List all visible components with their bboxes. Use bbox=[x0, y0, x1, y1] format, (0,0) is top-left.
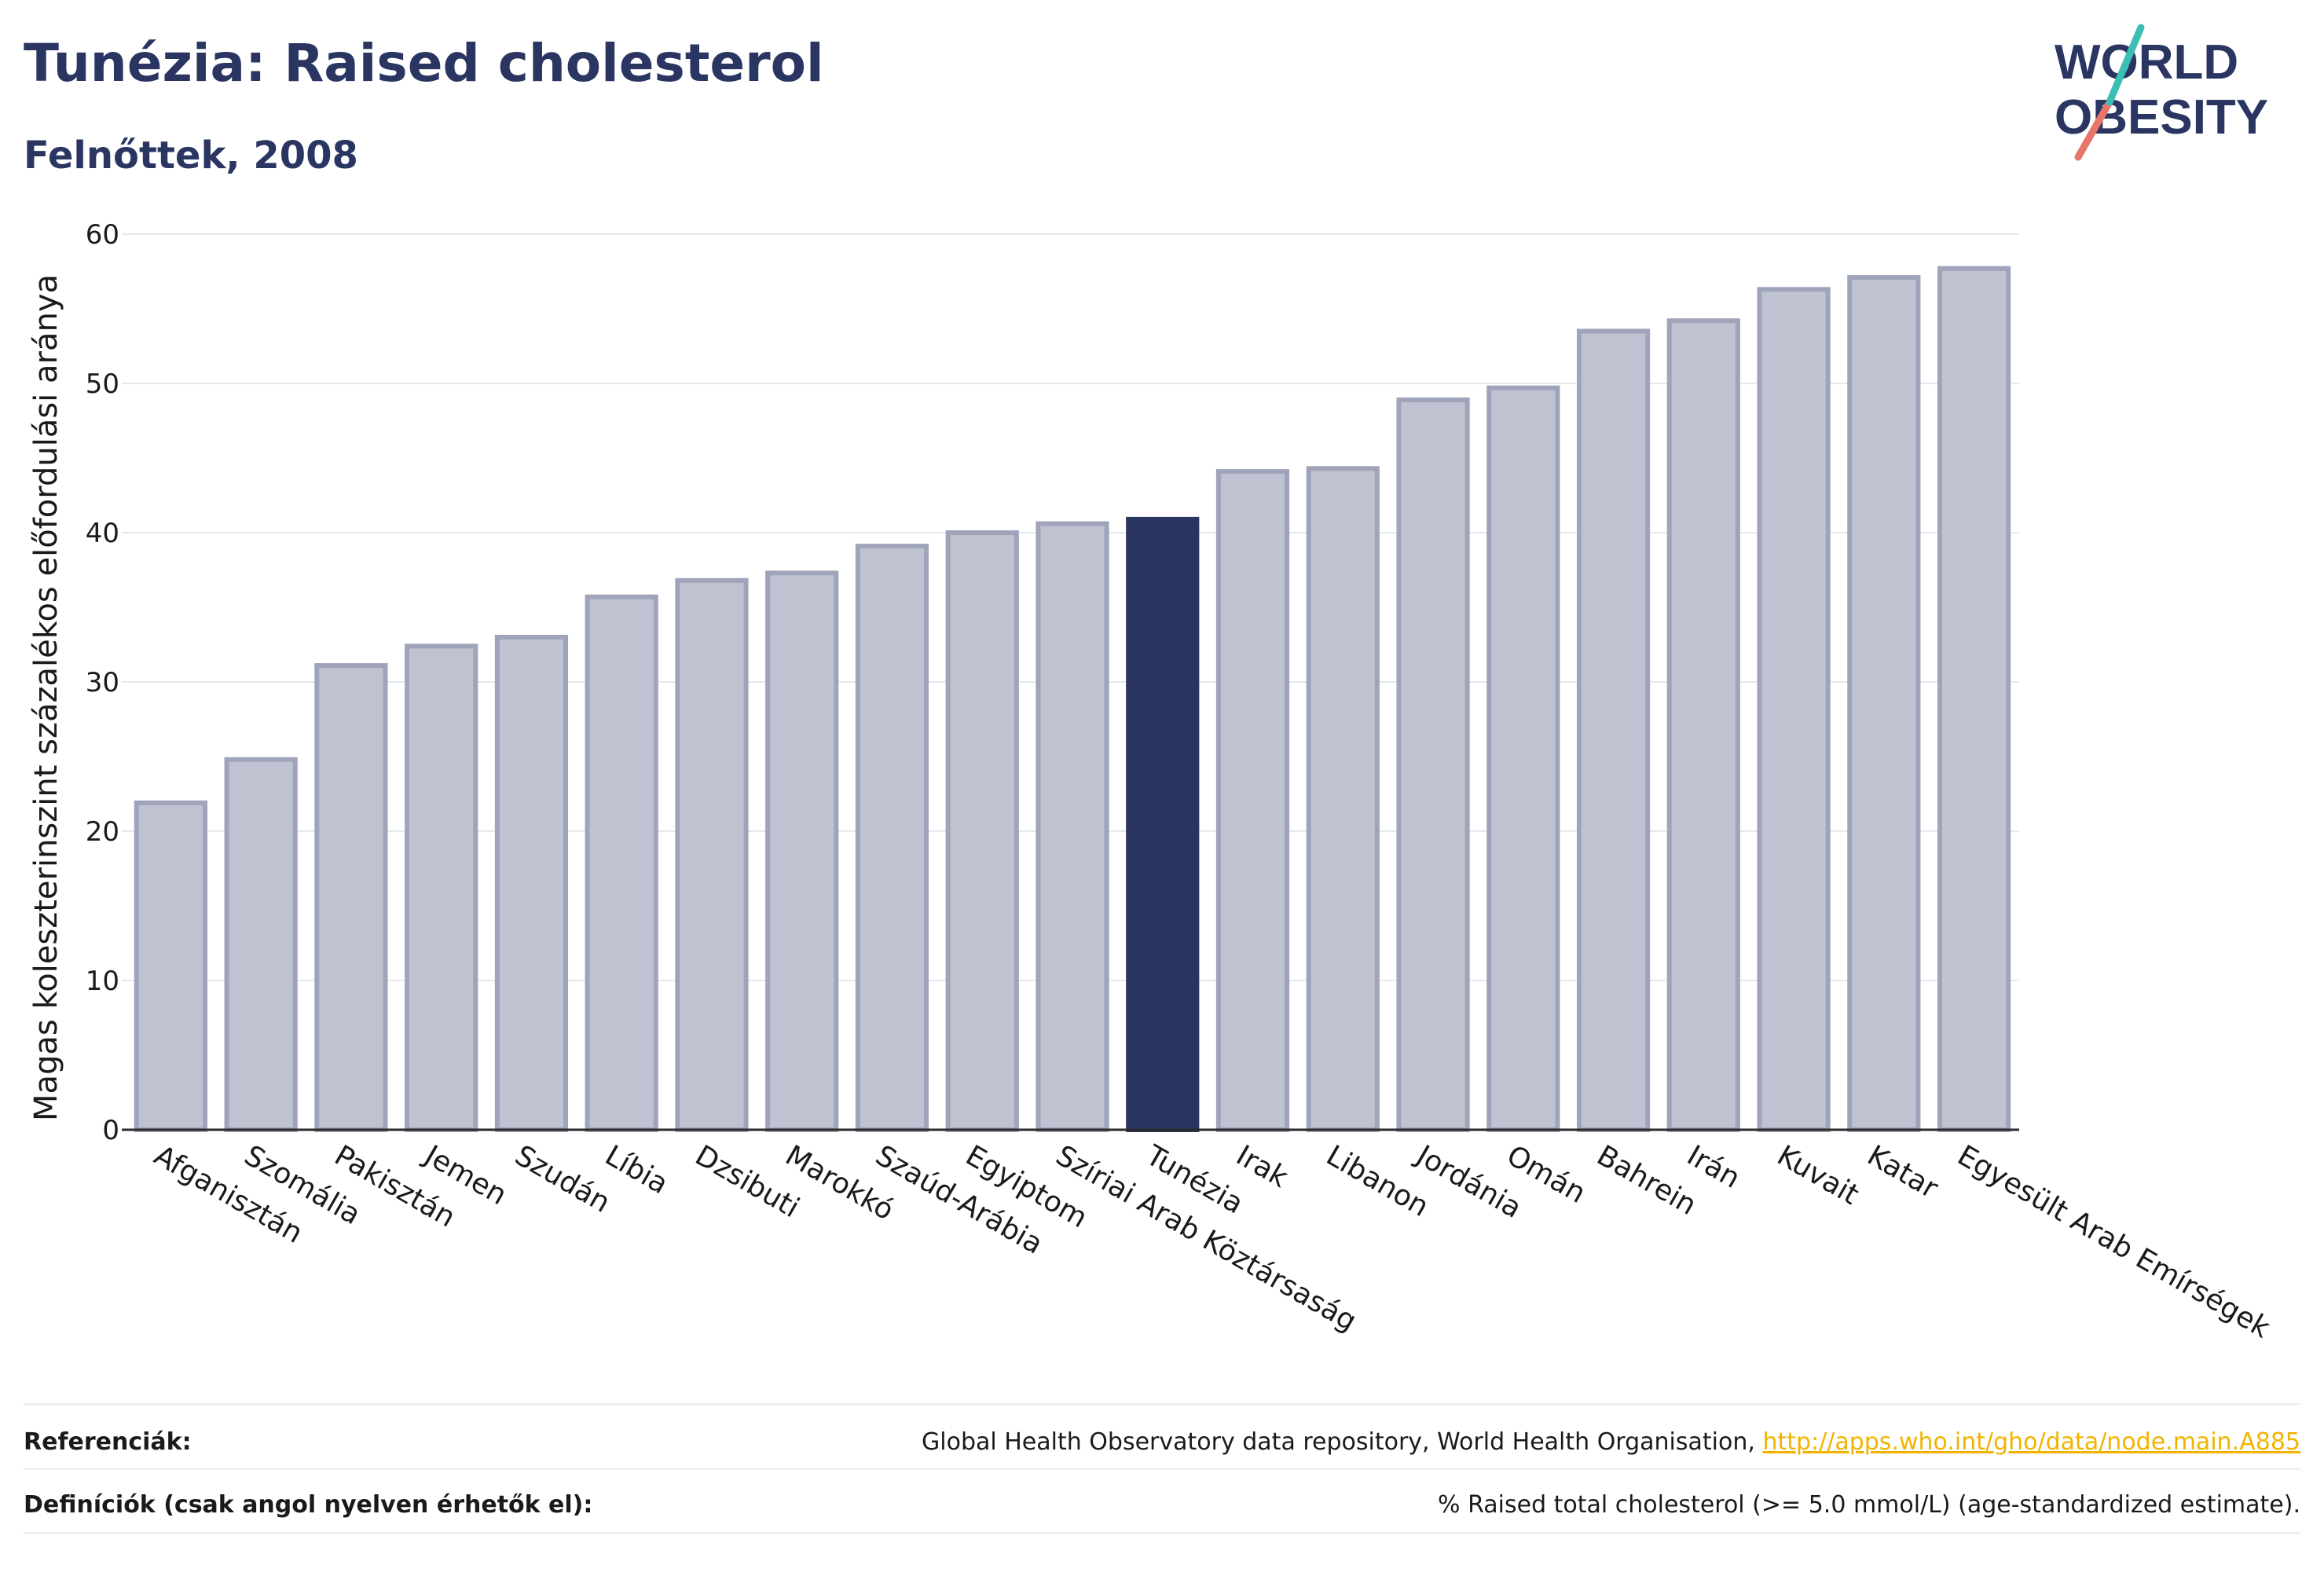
x-tick-label: Irán bbox=[1681, 1139, 1745, 1195]
bar-Dzsibuti bbox=[675, 577, 749, 1132]
bars bbox=[134, 266, 2011, 1133]
x-tick-label: Bahrein bbox=[1591, 1139, 1701, 1222]
definitions-label: Definíciók (csak angol nyelven érhetők e… bbox=[24, 1490, 593, 1519]
chart-title: Tunézia: Raised cholesterol bbox=[24, 33, 824, 93]
y-tick-label: 30 bbox=[86, 667, 119, 698]
chart-subtitle: Felnőttek, 2008 bbox=[24, 134, 358, 178]
x-tick-label: Egyesült Arab Emírségek bbox=[1952, 1139, 2276, 1344]
x-tick-label: Katar bbox=[1862, 1139, 1944, 1205]
x-tick-label: Libanon bbox=[1321, 1139, 1434, 1223]
bar-Jordánia bbox=[1396, 397, 1470, 1132]
bar-Afganisztán bbox=[134, 800, 207, 1133]
references-text: Global Health Observatory data repositor… bbox=[922, 1428, 2300, 1456]
y-tick-label: 0 bbox=[102, 1115, 119, 1146]
divider bbox=[24, 1532, 2300, 1534]
x-tick-label: Dzsibuti bbox=[690, 1139, 805, 1224]
bar-Líbia bbox=[585, 594, 658, 1132]
x-tick-label: Irak bbox=[1230, 1139, 1293, 1194]
y-axis-ticks: 0 10 20 30 40 50 60 bbox=[86, 219, 119, 1146]
bar-Katar bbox=[1847, 275, 1921, 1133]
references-label: Referenciák: bbox=[24, 1428, 192, 1456]
bar-Egyiptom bbox=[945, 530, 1019, 1132]
bar-Irán bbox=[1666, 318, 1740, 1133]
bar-Bahrein bbox=[1576, 328, 1651, 1132]
bar-Szaúd-Arábia bbox=[855, 544, 929, 1132]
y-tick-label: 20 bbox=[86, 816, 119, 848]
bar-Marokkó bbox=[765, 570, 839, 1132]
bar-Szudán bbox=[494, 635, 569, 1132]
bar-Jemen bbox=[405, 643, 478, 1132]
bar-Pakisztán bbox=[314, 663, 388, 1132]
divider bbox=[24, 1403, 2300, 1406]
y-tick-label: 50 bbox=[86, 368, 119, 400]
references-row: Referenciák: Global Health Observatory d… bbox=[24, 1410, 2300, 1473]
bar-chart: 0 10 20 30 40 50 60 AfganisztánSzomáliaPakiszt… bbox=[28, 219, 2275, 1345]
bar-Szíriai Arab Köztársaság bbox=[1036, 521, 1109, 1132]
y-tick-label: 10 bbox=[86, 966, 119, 997]
bar-Egyesült Arab Emírségek bbox=[1937, 266, 2011, 1133]
bar-Tunézia bbox=[1126, 516, 1200, 1132]
bar-Irak bbox=[1215, 469, 1290, 1132]
y-tick-label: 60 bbox=[86, 219, 119, 251]
y-axis-label: Magas koleszterinszint százalékos előfor… bbox=[28, 274, 64, 1121]
references-source: Global Health Observatory data repositor… bbox=[922, 1428, 1763, 1456]
x-tick-label: Szudán bbox=[509, 1139, 615, 1219]
bar-Omán bbox=[1486, 385, 1560, 1132]
definitions-row: Definíciók (csak angol nyelven érhetők e… bbox=[24, 1473, 2300, 1536]
world-obesity-logo: WORLD OBESITY bbox=[2055, 24, 2268, 161]
references-link[interactable]: http://apps.who.int/gho/data/node.main.A… bbox=[1762, 1428, 2300, 1456]
y-tick-label: 40 bbox=[86, 518, 119, 549]
bar-Kuvait bbox=[1757, 287, 1831, 1132]
x-tick-label: Kuvait bbox=[1772, 1139, 1864, 1211]
bar-Libanon bbox=[1306, 466, 1380, 1132]
logo-line1: WORLD bbox=[2055, 35, 2238, 90]
definitions-text: % Raised total cholesterol (>= 5.0 mmol/… bbox=[1438, 1490, 2300, 1519]
x-tick-label: Jordánia bbox=[1409, 1138, 1527, 1225]
bar-Szomália bbox=[224, 757, 298, 1132]
x-axis-labels: AfganisztánSzomáliaPakisztánJemenSzudánL… bbox=[148, 1138, 2275, 1344]
divider bbox=[24, 1468, 2300, 1470]
